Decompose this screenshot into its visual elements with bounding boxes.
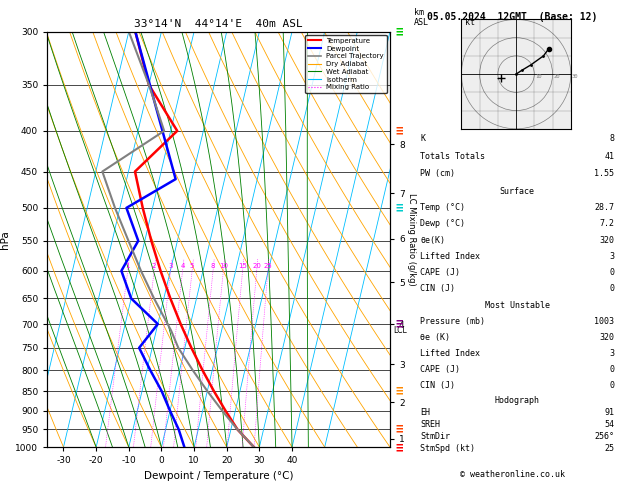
Text: Hodograph: Hodograph	[495, 396, 540, 405]
Text: 41: 41	[604, 152, 615, 160]
Text: K: K	[420, 134, 425, 143]
Text: ≡: ≡	[396, 423, 403, 436]
Y-axis label: LC Mixing Ratio (g/kg): LC Mixing Ratio (g/kg)	[407, 193, 416, 286]
Text: 25: 25	[264, 263, 272, 269]
X-axis label: Dewpoint / Temperature (°C): Dewpoint / Temperature (°C)	[144, 471, 293, 481]
Text: ≡: ≡	[396, 25, 403, 38]
Text: LCL: LCL	[392, 326, 406, 335]
Text: EH: EH	[420, 408, 430, 417]
Text: Most Unstable: Most Unstable	[485, 301, 550, 310]
Text: © weatheronline.co.uk: © weatheronline.co.uk	[460, 469, 565, 479]
Text: 54: 54	[604, 420, 615, 429]
Text: Lifted Index: Lifted Index	[420, 252, 481, 260]
Text: 1: 1	[125, 263, 130, 269]
Text: θe (K): θe (K)	[420, 333, 450, 342]
Text: kt: kt	[465, 18, 475, 27]
Text: CAPE (J): CAPE (J)	[420, 268, 460, 277]
Text: Temp (°C): Temp (°C)	[420, 203, 465, 212]
Text: 28.7: 28.7	[594, 203, 615, 212]
Text: 20: 20	[554, 74, 560, 79]
Text: θe(K): θe(K)	[420, 236, 445, 244]
Text: 0: 0	[610, 268, 615, 277]
Text: 15: 15	[238, 263, 247, 269]
Text: ≡: ≡	[396, 124, 403, 138]
Text: 320: 320	[599, 333, 615, 342]
Text: 4: 4	[181, 263, 185, 269]
Text: CAPE (J): CAPE (J)	[420, 365, 460, 374]
Text: 8: 8	[610, 134, 615, 143]
Text: 05.05.2024  12GMT  (Base: 12): 05.05.2024 12GMT (Base: 12)	[428, 12, 598, 22]
Text: 7.2: 7.2	[599, 220, 615, 228]
Text: ≡: ≡	[396, 317, 403, 330]
Text: 2: 2	[152, 263, 157, 269]
Text: Surface: Surface	[500, 187, 535, 196]
Text: ≡: ≡	[396, 384, 403, 398]
Legend: Temperature, Dewpoint, Parcel Trajectory, Dry Adiabat, Wet Adiabat, Isotherm, Mi: Temperature, Dewpoint, Parcel Trajectory…	[305, 35, 386, 93]
Text: 0: 0	[610, 381, 615, 390]
Text: 0: 0	[610, 284, 615, 293]
Text: 10: 10	[535, 74, 542, 79]
Text: 3: 3	[169, 263, 173, 269]
Text: 8: 8	[211, 263, 215, 269]
Text: 3: 3	[610, 349, 615, 358]
Text: CIN (J): CIN (J)	[420, 284, 455, 293]
Text: 30: 30	[572, 74, 578, 79]
Text: CIN (J): CIN (J)	[420, 381, 455, 390]
Text: 0: 0	[610, 365, 615, 374]
Text: PW (cm): PW (cm)	[420, 169, 455, 178]
Text: 1003: 1003	[594, 317, 615, 326]
Title: 33°14'N  44°14'E  40m ASL: 33°14'N 44°14'E 40m ASL	[134, 19, 303, 30]
Text: 10: 10	[219, 263, 228, 269]
Text: Totals Totals: Totals Totals	[420, 152, 486, 160]
Text: ≡: ≡	[396, 201, 403, 214]
Text: StmSpd (kt): StmSpd (kt)	[420, 444, 476, 453]
Text: 1.55: 1.55	[594, 169, 615, 178]
Text: km
ASL: km ASL	[414, 8, 429, 27]
Text: 3: 3	[610, 252, 615, 260]
Text: 320: 320	[599, 236, 615, 244]
Text: 91: 91	[604, 408, 615, 417]
Text: Lifted Index: Lifted Index	[420, 349, 481, 358]
Text: 25: 25	[604, 444, 615, 453]
Text: StmDir: StmDir	[420, 432, 450, 441]
Text: Dewp (°C): Dewp (°C)	[420, 220, 465, 228]
Text: Pressure (mb): Pressure (mb)	[420, 317, 486, 326]
Text: ≡: ≡	[396, 442, 403, 455]
Y-axis label: hPa: hPa	[0, 230, 9, 249]
Text: SREH: SREH	[420, 420, 440, 429]
Text: 256°: 256°	[594, 432, 615, 441]
Text: 5: 5	[190, 263, 194, 269]
Text: 20: 20	[252, 263, 261, 269]
